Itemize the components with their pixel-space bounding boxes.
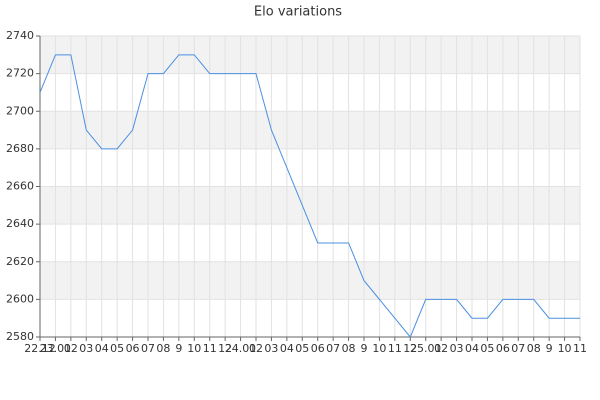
x-tick-label: 25.01 <box>410 342 442 355</box>
x-tick-label: 22.12 <box>24 342 56 355</box>
x-tick-label: 02 <box>64 342 78 355</box>
x-tick-label: 06 <box>311 342 325 355</box>
x-tick-label: 08 <box>342 342 356 355</box>
y-tick-label: 2640 <box>6 217 34 230</box>
x-tick-label: 05 <box>480 342 494 355</box>
x-tick-label: 04 <box>465 342 479 355</box>
grid-band <box>40 261 580 300</box>
x-tick-label: 12 <box>403 342 417 355</box>
x-tick-label: 12 <box>218 342 232 355</box>
x-tick-label: 9 <box>175 342 182 355</box>
x-tick-label: 08 <box>527 342 541 355</box>
x-tick-label: 03 <box>264 342 278 355</box>
x-tick-label: 10 <box>372 342 386 355</box>
grid-band <box>40 36 580 74</box>
x-tick-label: 11 <box>573 342 587 355</box>
chart-title: Elo variations <box>254 5 342 20</box>
x-tick-label: 08 <box>156 342 170 355</box>
x-tick-label: 07 <box>326 342 340 355</box>
x-tick-label: 9 <box>361 342 368 355</box>
y-tick-label: 2680 <box>6 142 34 155</box>
x-tick-label: 11 <box>388 342 402 355</box>
x-tick-label: 03 <box>79 342 93 355</box>
x-tick-label: 06 <box>496 342 510 355</box>
y-tick-label: 2700 <box>6 104 34 117</box>
line <box>39 54 580 338</box>
y-tick-label: 2720 <box>6 67 34 80</box>
y-tick-label: 2620 <box>6 255 34 268</box>
x-tick-label: 06 <box>126 342 140 355</box>
x-tick-label: 07 <box>141 342 155 355</box>
x-tick-label: 02 <box>249 342 263 355</box>
y-tick-label: 2740 <box>6 29 34 42</box>
x-tick-label: 23.01 <box>40 342 72 355</box>
x-tick-label: 10 <box>558 342 572 355</box>
x-tick-label: 04 <box>95 342 109 355</box>
x-tick-label: 05 <box>295 342 309 355</box>
grid-band <box>40 186 580 225</box>
x-tick-label: 02 <box>434 342 448 355</box>
x-tick-label: 11 <box>203 342 217 355</box>
y-tick-label: 2660 <box>6 180 34 193</box>
x-tick-label: 04 <box>280 342 294 355</box>
grid-band <box>40 111 580 149</box>
x-tick-label: 24.01 <box>225 342 257 355</box>
x-tick-label: 03 <box>450 342 464 355</box>
x-tick-label: 9 <box>546 342 553 355</box>
x-tick-label: 05 <box>110 342 124 355</box>
x-tick-label: 10 <box>187 342 201 355</box>
y-tick-label: 2600 <box>6 292 34 305</box>
y-tick-label: 2580 <box>6 330 34 343</box>
x-tick-label: 07 <box>511 342 525 355</box>
